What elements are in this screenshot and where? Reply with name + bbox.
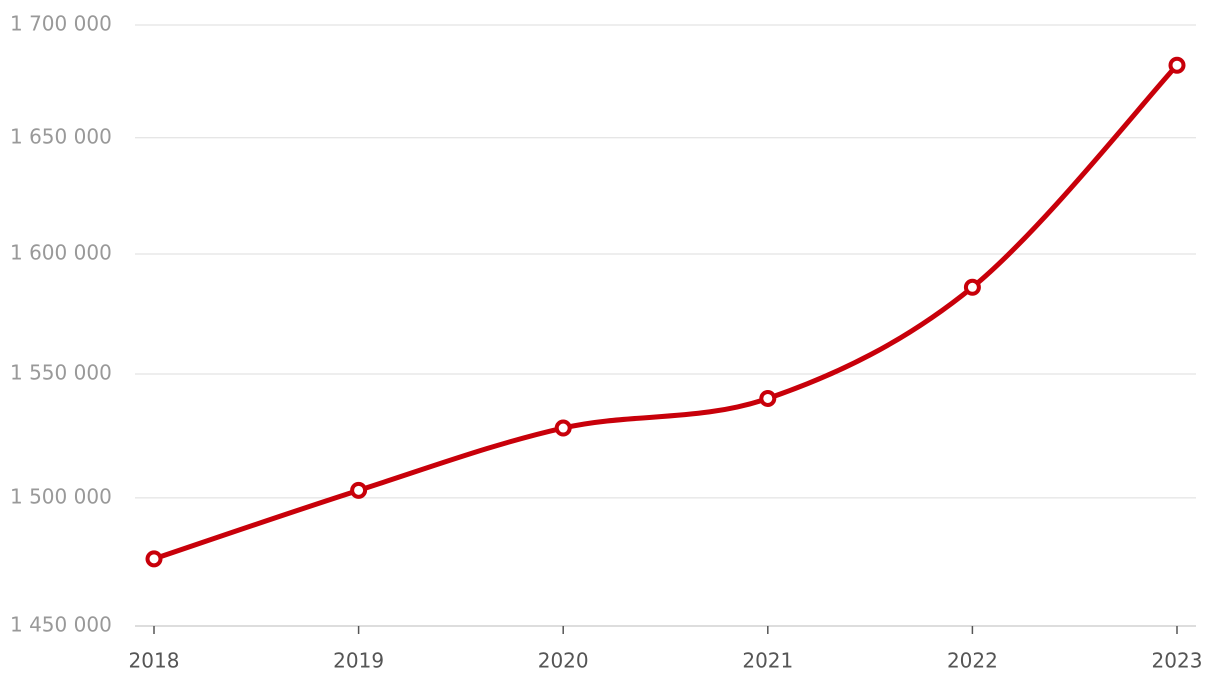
y-tick-label: 1 650 000	[10, 124, 112, 148]
x-tick-label: 2019	[333, 649, 384, 673]
y-tick-label: 1 600 000	[10, 241, 112, 265]
x-tick-label: 2022	[947, 649, 998, 673]
x-tick-label: 2020	[538, 649, 589, 673]
point	[350, 481, 368, 499]
y-tick-label: 1 550 000	[10, 361, 112, 385]
series-line	[153, 63, 1179, 562]
point	[759, 389, 777, 407]
x-tick-label: 2018	[129, 649, 180, 673]
x-tick-label: 2021	[742, 649, 793, 673]
y-tick-label: 1 450 000	[10, 613, 112, 637]
y-tick-label: 1 700 000	[10, 12, 112, 36]
x-tick-label: 2023	[1152, 649, 1203, 673]
point	[963, 278, 981, 296]
y-tick-label: 1 500 000	[10, 484, 112, 508]
point	[1168, 56, 1186, 74]
point	[554, 419, 572, 437]
point	[145, 550, 163, 568]
